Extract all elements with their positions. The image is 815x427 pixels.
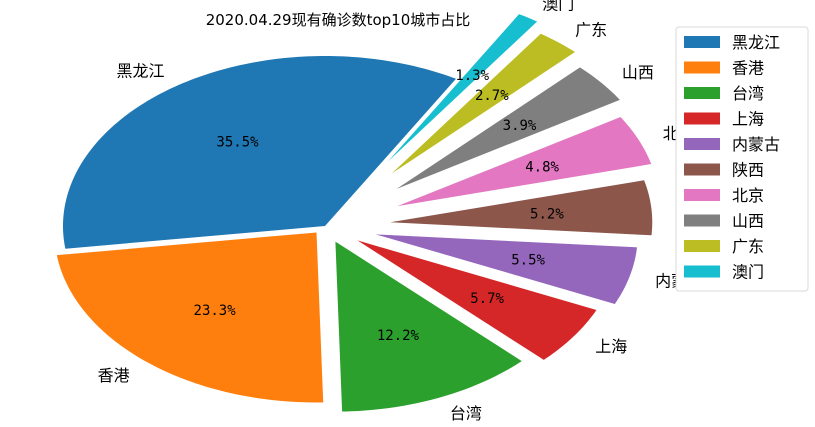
legend-swatch-7: [684, 189, 720, 201]
legend-label-9: 广东: [732, 237, 764, 256]
legend-label-6: 陕西: [732, 161, 764, 180]
pie-slice-10: [388, 14, 538, 162]
legend-swatch-9: [684, 240, 720, 252]
percent-label-8: 3.9%: [503, 118, 537, 134]
percent-label-1: 35.5%: [216, 134, 259, 150]
pie-slice-3: [335, 241, 522, 412]
legend-swatch-2: [684, 61, 720, 74]
legend-swatch-6: [684, 163, 720, 176]
percent-label-7: 4.8%: [525, 159, 559, 175]
pie-slice-4: [357, 240, 597, 360]
legend-swatch-10: [684, 265, 720, 278]
legend-swatch-3: [684, 87, 720, 99]
legend-swatch-1: [684, 36, 720, 48]
percent-label-9: 2.7%: [475, 88, 509, 104]
category-label-1: 黑龙江: [116, 62, 164, 81]
pie-slice-2: [56, 232, 324, 403]
pie-slice-6: [390, 180, 653, 236]
legend-label-4: 上海: [732, 110, 764, 129]
pie-slice-1: [63, 56, 456, 249]
pie-slice-7: [397, 117, 652, 207]
pie-slice-5: [375, 234, 638, 304]
chart-title: 2020.04.29现有确诊数top10城市占比: [206, 11, 471, 29]
percent-label-6: 5.2%: [530, 207, 564, 223]
pie-slice-9: [391, 33, 575, 174]
pie-slice-8: [396, 67, 620, 189]
pie-slices: [56, 14, 653, 412]
category-label-3: 台湾: [450, 404, 482, 423]
percent-label-5: 5.5%: [511, 253, 545, 269]
legend-label-8: 山西: [732, 212, 764, 231]
percent-label-4: 5.7%: [470, 291, 504, 307]
legend-swatch-4: [684, 112, 720, 125]
legend-label-3: 台湾: [732, 84, 764, 103]
category-label-9: 广东: [575, 20, 607, 39]
percent-label-3: 12.2%: [377, 328, 420, 344]
category-label-2: 香港: [98, 366, 130, 385]
legend-label-10: 澳门: [732, 263, 764, 282]
category-label-10: 澳门: [542, 0, 574, 13]
percent-labels: 35.5% 23.3% 12.2% 5.7% 5.5% 5.2% 4.8% 3.9% 2.7% 1…: [194, 68, 565, 344]
legend-label-5: 内蒙古: [732, 135, 780, 154]
legend-label-1: 黑龙江: [732, 33, 780, 52]
percent-label-2: 23.3%: [194, 303, 237, 319]
percent-label-10: 1.3%: [455, 68, 489, 84]
category-label-8: 山西: [622, 63, 654, 82]
category-label-4: 上海: [595, 337, 627, 356]
legend-swatch-5: [684, 138, 720, 150]
legend-swatch-8: [684, 214, 720, 227]
legend-label-7: 北京: [732, 186, 764, 205]
legend-label-2: 香港: [732, 59, 764, 78]
